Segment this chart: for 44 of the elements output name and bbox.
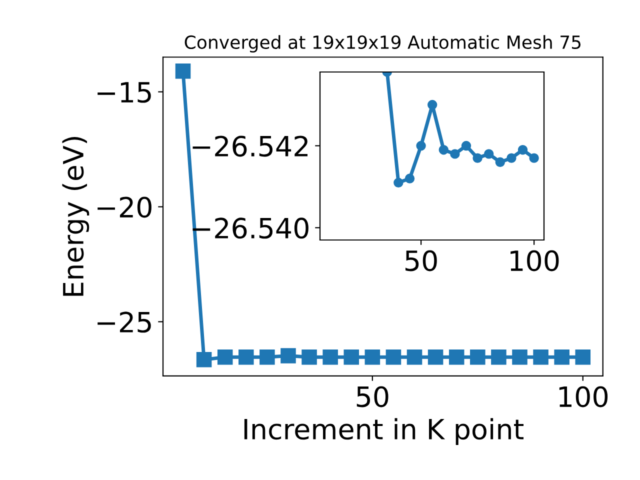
point bbox=[518, 144, 528, 155]
point bbox=[448, 349, 464, 365]
point bbox=[427, 100, 438, 110]
point bbox=[394, 178, 404, 188]
point bbox=[461, 140, 472, 151]
y-tick-label: −26.542 bbox=[192, 136, 308, 157]
point bbox=[260, 349, 275, 365]
point bbox=[175, 64, 191, 79]
point bbox=[238, 349, 254, 365]
point bbox=[506, 153, 516, 163]
point bbox=[529, 153, 539, 163]
y-axis-title: Energy (eV) bbox=[62, 137, 90, 296]
point bbox=[495, 157, 506, 168]
point bbox=[472, 153, 482, 163]
point bbox=[491, 349, 506, 365]
y-tick-label: −25 bbox=[98, 312, 151, 333]
x-tick-label: 50 bbox=[356, 386, 388, 408]
point bbox=[196, 352, 212, 368]
x-tick-label: 50 bbox=[406, 250, 437, 272]
point bbox=[416, 140, 426, 151]
point bbox=[484, 149, 494, 159]
point bbox=[533, 349, 548, 365]
point bbox=[438, 144, 448, 155]
point bbox=[404, 174, 415, 184]
point bbox=[386, 349, 402, 365]
x-tick-label: 100 bbox=[510, 250, 559, 272]
point bbox=[512, 349, 528, 365]
point bbox=[406, 349, 422, 365]
point bbox=[322, 349, 338, 365]
point bbox=[450, 149, 460, 159]
point bbox=[470, 349, 486, 365]
point bbox=[344, 349, 360, 365]
point bbox=[575, 349, 591, 365]
point bbox=[364, 349, 380, 365]
chart-title: Converged at 19x19x19 Automatic Mesh 75 bbox=[184, 35, 580, 53]
point bbox=[554, 349, 570, 365]
y-tick-label: −20 bbox=[98, 196, 152, 218]
y-tick-label: −15 bbox=[98, 82, 151, 103]
point bbox=[280, 348, 296, 364]
x-axis-title: Increment in K point bbox=[244, 418, 524, 446]
x-tick-label: 100 bbox=[559, 386, 608, 408]
point bbox=[302, 349, 317, 365]
point bbox=[217, 349, 233, 365]
point bbox=[428, 349, 444, 365]
